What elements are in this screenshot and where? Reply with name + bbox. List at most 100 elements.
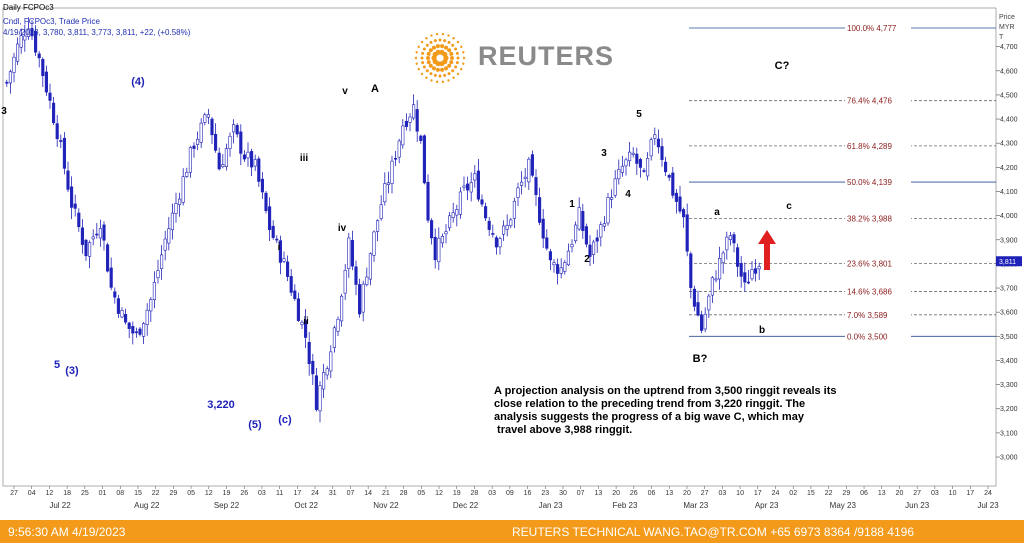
x-tick-label: 23 <box>541 490 549 497</box>
candle-body <box>376 220 380 232</box>
candle-body <box>12 56 16 73</box>
x-month-label: Jun 23 <box>905 501 930 510</box>
wave-label-blue: (3) <box>65 365 79 377</box>
note-line: analysis suggests the progress of a big … <box>494 411 804 423</box>
candle-body <box>329 351 333 372</box>
logo-dot <box>449 51 454 56</box>
fib-label: 7.0% 3,589 <box>847 311 888 320</box>
x-tick-label: 08 <box>116 490 124 497</box>
y-tick-label: 3,700 <box>1000 286 1018 293</box>
logo-dot <box>454 47 458 51</box>
note-line: travel above 3,988 ringgit. <box>494 424 633 436</box>
candle-body <box>430 220 434 239</box>
candle-body <box>264 192 268 212</box>
candle-body <box>120 309 124 318</box>
analysis-note: A projection analysis on the uptrend fro… <box>488 382 846 442</box>
candle-body <box>721 252 725 263</box>
logo-dot <box>440 67 445 72</box>
wave-label-blue: (4) <box>131 76 145 88</box>
candle-body <box>674 192 678 202</box>
candle-body <box>206 114 210 118</box>
candle-body <box>116 298 120 314</box>
logo-dot <box>456 56 460 60</box>
candle-body <box>574 224 578 242</box>
y-tick-label: 3,600 <box>1000 310 1018 317</box>
y-tick-label: 4,100 <box>1000 189 1018 196</box>
candle-body <box>631 152 635 155</box>
candle-body <box>235 125 239 135</box>
logo-dot <box>447 34 450 37</box>
logo-dot <box>452 37 455 40</box>
last-bar-info: 4/19/2023, 3,780, 3,811, 3,773, 3,811, +… <box>3 28 191 37</box>
candle-body <box>350 240 354 267</box>
logo-dot <box>435 32 439 36</box>
logo-dot <box>432 66 436 71</box>
x-tick-label: 15 <box>134 490 142 497</box>
candlesticks <box>5 17 761 423</box>
candle-body <box>354 266 358 285</box>
candle-body <box>109 267 113 288</box>
logo-dot <box>441 80 445 84</box>
x-tick-label: 27 <box>10 490 18 497</box>
x-tick-label: 13 <box>665 490 673 497</box>
candle-body <box>696 302 700 316</box>
logo-dot <box>447 63 452 68</box>
logo-dot <box>447 79 450 82</box>
candle-body <box>113 291 117 298</box>
logo-dot <box>426 60 431 65</box>
logo-dot <box>414 56 418 60</box>
candle-body <box>592 241 596 255</box>
x-tick-label: 13 <box>878 490 886 497</box>
candle-body <box>577 207 581 230</box>
candle-body <box>419 135 423 141</box>
candle-body <box>584 226 588 245</box>
candle-body <box>260 178 264 193</box>
candle-body <box>754 268 758 274</box>
x-tick-label: 05 <box>187 490 195 497</box>
x-tick-label: 01 <box>99 490 107 497</box>
candle-body <box>44 71 48 93</box>
x-tick-label: 11 <box>276 490 283 497</box>
x-month-label: Aug 22 <box>134 501 160 510</box>
candle-body <box>80 227 84 245</box>
candle-body <box>217 152 221 170</box>
candle-body <box>224 148 228 168</box>
x-tick-label: 27 <box>701 490 709 497</box>
x-tick-label: 29 <box>169 490 177 497</box>
y-tick-label: 3,500 <box>1000 334 1018 341</box>
candle-body <box>160 254 164 269</box>
note-line: A projection analysis on the uptrend fro… <box>494 385 837 397</box>
candle-body <box>365 276 369 285</box>
wave-label-blue: 3,220 <box>207 399 235 411</box>
candle-body <box>239 131 243 154</box>
wave-label: a <box>714 207 720 218</box>
x-tick-label: 30 <box>559 490 567 497</box>
x-month-label: Dec 22 <box>453 501 479 510</box>
reuters-logo: REUTERS <box>410 30 613 86</box>
candle-body <box>757 266 761 270</box>
y-tick-label: 4,400 <box>1000 117 1018 124</box>
last-price-label: 3,811 <box>999 259 1016 266</box>
x-tick-label: 15 <box>807 490 815 497</box>
logo-dot <box>415 51 418 54</box>
x-tick-label: 04 <box>28 490 36 497</box>
candle-body <box>314 375 318 410</box>
candle-body <box>250 151 254 168</box>
fib-label-bg <box>845 309 911 320</box>
fib-label-bg <box>845 258 911 269</box>
fib-label-bg <box>845 23 911 34</box>
x-tick-label: 17 <box>293 490 301 497</box>
candle-body <box>286 261 290 277</box>
x-month-label: Sep 22 <box>214 501 240 510</box>
fib-label: 100.0% 4,777 <box>847 24 897 33</box>
candle-body <box>642 170 646 172</box>
candle-body <box>178 198 182 206</box>
candle-body <box>746 281 750 284</box>
up-arrow <box>758 230 776 270</box>
candle-body <box>340 295 344 322</box>
candle-body <box>725 236 729 251</box>
y-tick-label: 4,300 <box>1000 141 1018 148</box>
fib-label-bg <box>845 95 911 106</box>
x-tick-label: 21 <box>382 490 390 497</box>
logo-dot <box>425 37 428 40</box>
